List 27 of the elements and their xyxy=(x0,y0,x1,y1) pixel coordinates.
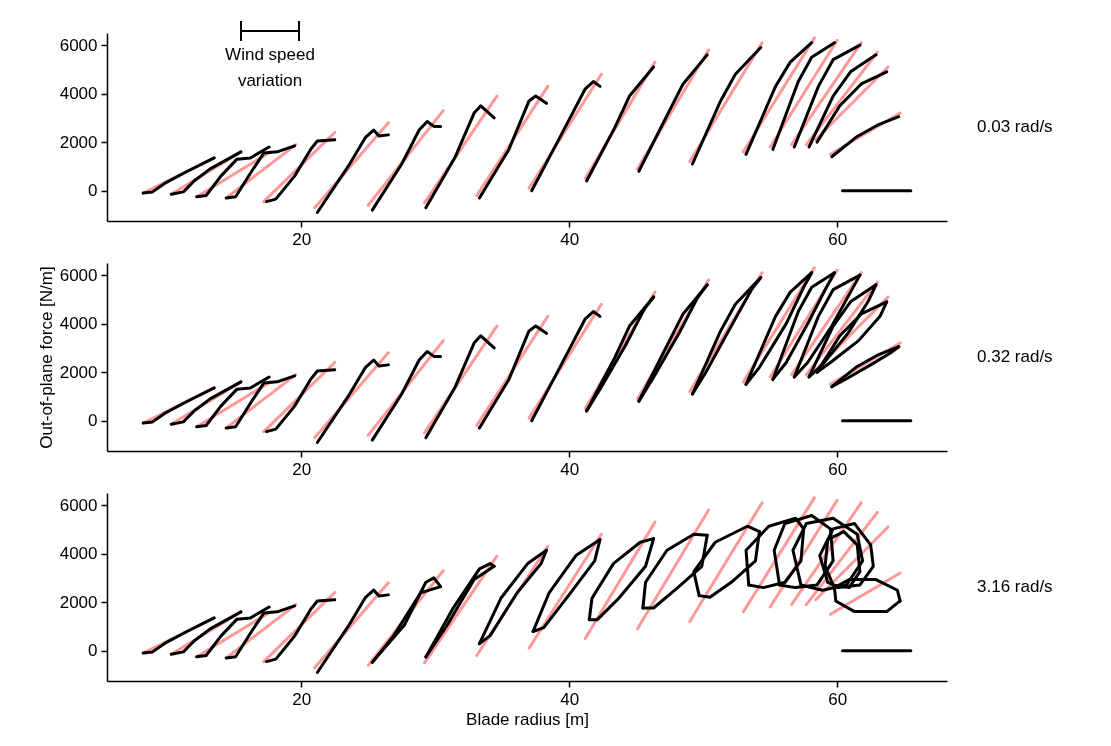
x-tick-label: 20 xyxy=(292,689,312,709)
x-tick-label: 20 xyxy=(292,459,312,479)
x-tick-label: 40 xyxy=(560,459,580,479)
y-tick-label: 6000 xyxy=(59,495,98,515)
x-tick-label: 60 xyxy=(828,689,848,709)
y-tick-label: 2000 xyxy=(59,132,98,152)
y-tick-label: 2000 xyxy=(59,592,98,612)
y-tick-label: 0 xyxy=(88,641,98,661)
x-tick-label: 20 xyxy=(292,229,312,249)
y-tick-label: 4000 xyxy=(59,84,98,104)
y-tick-label: 0 xyxy=(88,181,98,201)
x-tick-label: 60 xyxy=(828,229,848,249)
y-tick-label: 4000 xyxy=(59,314,98,334)
y-tick-label: 6000 xyxy=(59,265,98,285)
y-tick-label: 6000 xyxy=(59,35,98,55)
text: 0.32 rad/s xyxy=(977,347,1053,366)
annotation: Wind speed variation xyxy=(225,45,315,90)
y-tick-label: 0 xyxy=(88,411,98,431)
x-tick-label: 40 xyxy=(560,689,580,709)
y-tick-label: 4000 xyxy=(59,544,98,564)
y-axis-title: Out-of-plane force [N/m] xyxy=(36,266,56,449)
text: 3.16 rad/s xyxy=(977,577,1053,596)
text: 0.03 rad/s xyxy=(977,117,1053,136)
x-tick-label: 60 xyxy=(828,459,848,479)
x-axis-title: Blade radius [m] xyxy=(466,709,589,729)
y-tick-label: 2000 xyxy=(59,362,98,382)
x-tick-label: 40 xyxy=(560,229,580,249)
